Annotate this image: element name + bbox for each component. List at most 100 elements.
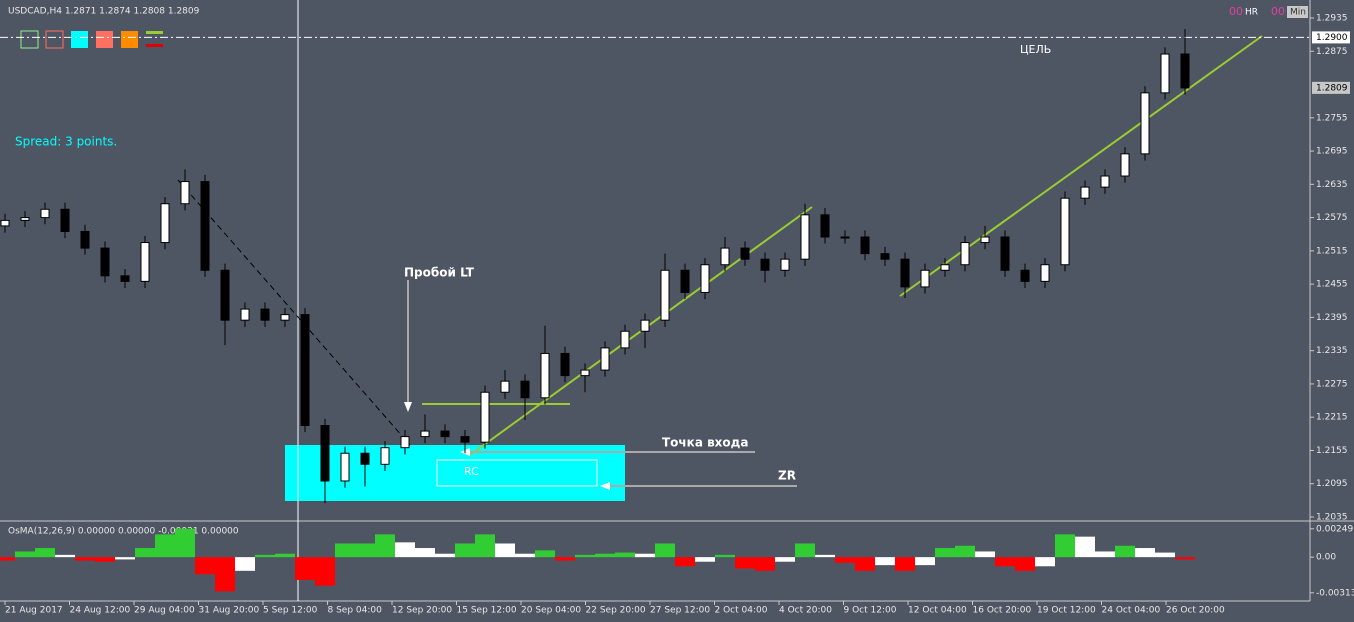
x-tick-label: 8 Sep 04:00 xyxy=(328,606,383,616)
tool-button[interactable] xyxy=(71,31,88,48)
tool-button[interactable] xyxy=(146,31,163,34)
osma-bar xyxy=(1175,557,1195,560)
osma-bar xyxy=(235,557,255,571)
candle-body xyxy=(40,208,50,219)
osma-bar xyxy=(675,557,695,567)
candle-body xyxy=(700,264,710,293)
candle-body xyxy=(1180,53,1190,89)
y-tick-label: 1.2755 xyxy=(1316,113,1348,123)
osma-bar xyxy=(615,552,635,558)
candle-body xyxy=(100,247,110,277)
candle-body xyxy=(860,236,870,255)
x-tick-label: 4 Oct 20:00 xyxy=(779,606,832,616)
tool-button[interactable] xyxy=(45,30,64,49)
osma-bar xyxy=(995,557,1015,567)
spread: Spread: 3 points. xyxy=(15,135,117,149)
candle-body xyxy=(180,181,190,205)
candle-body xyxy=(380,447,390,465)
osma-bar xyxy=(1095,551,1115,558)
y-tick-label: 0.00 xyxy=(1316,553,1336,563)
tool-button[interactable] xyxy=(96,31,113,48)
y-tick-label: 1.2635 xyxy=(1316,180,1348,190)
osma-bar xyxy=(255,554,275,558)
rc-zone xyxy=(436,459,598,487)
candle-body xyxy=(520,380,530,399)
counter: 00 xyxy=(1271,5,1285,18)
candle-body xyxy=(560,352,570,377)
osma-bar xyxy=(15,551,35,558)
candle-body xyxy=(620,330,630,349)
osma-bar xyxy=(475,534,495,558)
osma-bar xyxy=(775,557,795,562)
candle-body xyxy=(800,214,810,260)
indicator-title: OsMA(12,26,9) 0.00000 0.00000 -0.00031 0… xyxy=(8,527,239,537)
candle-body xyxy=(360,452,370,465)
y-tick-label: 1.2575 xyxy=(1316,213,1348,223)
candle-body xyxy=(1100,175,1110,188)
candle-body xyxy=(300,314,310,427)
osma-bar xyxy=(635,553,655,558)
osma-bar xyxy=(315,557,335,586)
candle-body xyxy=(1140,92,1150,155)
y-tick-label: 0.00249 xyxy=(1316,524,1353,534)
tool-button[interactable] xyxy=(146,44,163,47)
trend-line xyxy=(177,179,411,446)
hr-button[interactable]: HR xyxy=(1245,8,1258,18)
x-tick-label: 22 Sep 20:00 xyxy=(586,606,646,616)
osma-bar xyxy=(1115,545,1135,558)
candle-body xyxy=(1160,53,1170,94)
osma-bar xyxy=(75,557,95,561)
osma-bar xyxy=(695,557,715,562)
osma-bar xyxy=(0,557,15,561)
y-tick-label: 1.2215 xyxy=(1316,413,1348,423)
osma-bar xyxy=(135,548,155,558)
tool-button[interactable] xyxy=(20,30,39,49)
candle-body xyxy=(960,242,970,266)
tool-button[interactable] xyxy=(121,31,138,48)
x-tick-label: 15 Sep 12:00 xyxy=(457,606,517,616)
candle-body xyxy=(1040,264,1050,282)
price-panel xyxy=(0,0,1310,520)
chart-header: USDCAD,H4 1.2871 1.2874 1.2808 1.2809 xyxy=(8,7,200,17)
x-tick-label: 2 Oct 04:00 xyxy=(715,606,768,616)
last-price: 1.2809 xyxy=(1316,83,1348,93)
osma-bar xyxy=(355,543,375,558)
osma-bar xyxy=(795,543,815,558)
candle-body xyxy=(920,269,930,288)
osma-bar xyxy=(515,553,535,558)
candle-body xyxy=(1060,197,1070,266)
osma-bar xyxy=(35,548,55,558)
candle-body xyxy=(60,208,70,232)
osma-bar xyxy=(435,553,455,558)
osma-bar xyxy=(835,557,855,563)
x-tick-label: 9 Oct 12:00 xyxy=(844,606,897,616)
osma-bar xyxy=(195,557,215,575)
osma-bar xyxy=(915,557,935,566)
osma-bar xyxy=(95,557,115,562)
candle-body xyxy=(640,319,650,332)
x-tick-label: 12 Oct 04:00 xyxy=(908,606,967,616)
osma-bar xyxy=(1035,557,1055,567)
candle-body xyxy=(1020,269,1030,282)
candle-body xyxy=(280,314,290,321)
min-label[interactable]: Min xyxy=(1290,8,1306,18)
trend-line xyxy=(899,35,1263,297)
osma-bar xyxy=(815,554,835,558)
candle-body xyxy=(440,430,450,438)
osma-bar xyxy=(1015,557,1035,571)
osma-bar xyxy=(735,557,755,569)
candle-body xyxy=(760,258,770,271)
candle-body xyxy=(1080,186,1090,199)
toolbar[interactable] xyxy=(20,6,1308,49)
osma-bar xyxy=(335,543,355,558)
osma-bar xyxy=(175,528,195,558)
target-label: 1.2900 xyxy=(1316,33,1348,43)
min-button[interactable] xyxy=(1287,6,1308,18)
osma-bar xyxy=(455,543,475,558)
candle-body xyxy=(320,425,330,482)
osma-bar xyxy=(1135,548,1155,558)
candle-body xyxy=(160,203,170,244)
candle-body xyxy=(740,247,750,260)
candle-body xyxy=(540,352,550,399)
annotation: Пробой LT xyxy=(404,266,475,280)
